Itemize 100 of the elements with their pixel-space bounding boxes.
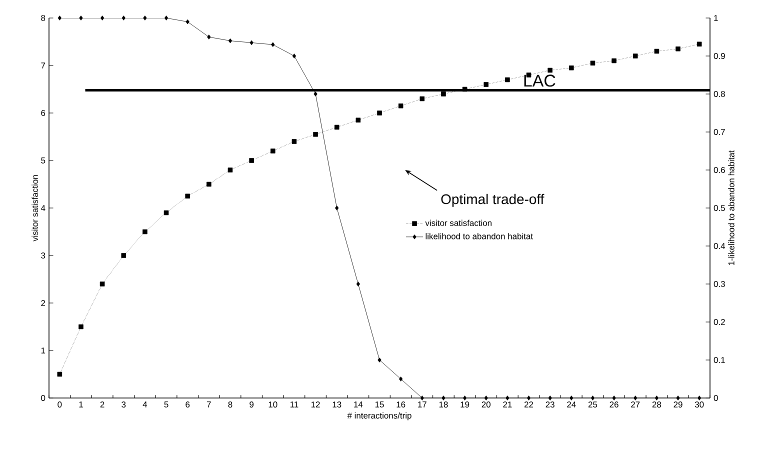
x-tick-label: 6: [186, 402, 190, 408]
point: [676, 396, 680, 400]
y2-tick-label: 0.8: [714, 91, 725, 97]
point: [590, 60, 596, 66]
point: [632, 54, 638, 58]
point: [228, 38, 232, 44]
point: [79, 16, 83, 20]
y-tick-label: 5: [41, 158, 46, 164]
point: [292, 54, 296, 58]
y2-tick-label: 0.9: [714, 53, 725, 59]
y-tick-label: 3: [41, 252, 46, 258]
point: [270, 148, 276, 154]
point: [122, 16, 126, 20]
x-tick-label: 13: [332, 402, 342, 408]
point: [206, 182, 212, 187]
annotation: Optimal trade-off: [441, 194, 544, 207]
point: [484, 82, 489, 87]
y2-tick-label: 0.7: [714, 129, 725, 135]
y-tick-label: 6: [41, 110, 46, 116]
y2-tick-label: 0.6: [714, 167, 725, 173]
x-tick-label: 27: [631, 402, 640, 408]
x-tick-label: 5: [164, 402, 168, 408]
y2-tick-label: 0: [714, 395, 718, 401]
x-tick-label: 8: [228, 402, 232, 408]
y-tick-label: 8: [41, 15, 46, 21]
point: [676, 46, 680, 52]
point: [335, 206, 339, 210]
point: [526, 396, 531, 400]
point: [398, 103, 404, 108]
x-tick-label: 4: [142, 402, 148, 408]
x-tick-label: 10: [268, 402, 278, 408]
x-tick-label: 2: [100, 402, 104, 408]
point: [590, 396, 595, 400]
point: [442, 396, 446, 400]
y2-tick-label: 0.1: [714, 357, 725, 363]
y-tick-label: 7: [41, 62, 46, 68]
point: [186, 19, 190, 24]
y-axis-title: visitor satisfaction: [32, 175, 38, 242]
x-tick-label: 14: [354, 402, 363, 408]
y2-tick-label: 0.5: [714, 205, 725, 211]
x-tick-label: 24: [567, 402, 576, 408]
y2-axis-title: 1-likelihood to abandon habitat: [728, 150, 734, 266]
point: [570, 396, 574, 400]
x-tick-label: 12: [311, 402, 320, 408]
point: [57, 372, 62, 377]
point: [271, 42, 275, 47]
point: [78, 324, 84, 330]
x-tick-label: 21: [503, 402, 512, 408]
point: [398, 376, 403, 382]
x-tick-label: 29: [674, 402, 682, 408]
x-tick-label: 28: [652, 402, 662, 408]
point: [506, 396, 510, 400]
point: [58, 16, 62, 20]
point: [164, 16, 168, 20]
x-tick-label: 17: [418, 402, 426, 408]
x-tick-label: 3: [122, 402, 126, 408]
x-tick-label: 11: [290, 402, 298, 408]
point: [612, 58, 616, 64]
point: [548, 396, 552, 400]
point: [228, 168, 233, 172]
point: [484, 396, 488, 400]
y-tick-label: 0: [41, 395, 46, 401]
x-tick-label: 19: [460, 402, 470, 408]
point: [143, 16, 147, 20]
x-tick-label: 15: [375, 402, 384, 408]
point: [634, 396, 638, 400]
y2-tick-label: 0.3: [714, 281, 725, 287]
y-tick-label: 1: [41, 348, 46, 354]
point: [420, 396, 424, 400]
x-tick-label: 20: [482, 402, 490, 408]
point: [612, 396, 616, 400]
point: [654, 396, 659, 400]
point: [334, 124, 340, 130]
y2-tick-label: 1: [714, 15, 718, 21]
point: [249, 158, 254, 163]
point: [292, 139, 297, 144]
point: [207, 34, 211, 40]
x-tick-label: 16: [396, 402, 406, 408]
x-tick-label: 26: [610, 402, 618, 408]
point: [548, 68, 552, 73]
x-axis-title: # interactions/trip: [347, 412, 412, 420]
point: [698, 396, 702, 400]
point: [654, 48, 660, 54]
point: [121, 253, 126, 258]
y2-tick-label: 0.4: [714, 243, 726, 249]
point: [378, 358, 382, 362]
x-tick-label: 25: [588, 402, 598, 408]
x-tick-label: 1: [79, 402, 83, 408]
x-tick-label: 30: [694, 402, 704, 408]
point: [569, 65, 574, 70]
point: [505, 77, 510, 82]
point: [313, 132, 318, 137]
point: [164, 210, 169, 216]
point: [356, 118, 361, 123]
legend-label: likelihood to abandon habitat: [426, 233, 533, 240]
point: [377, 110, 382, 116]
x-tick-label: 7: [207, 402, 211, 408]
point: [142, 229, 148, 234]
point: [462, 396, 467, 400]
x-tick-label: 9: [250, 402, 254, 408]
